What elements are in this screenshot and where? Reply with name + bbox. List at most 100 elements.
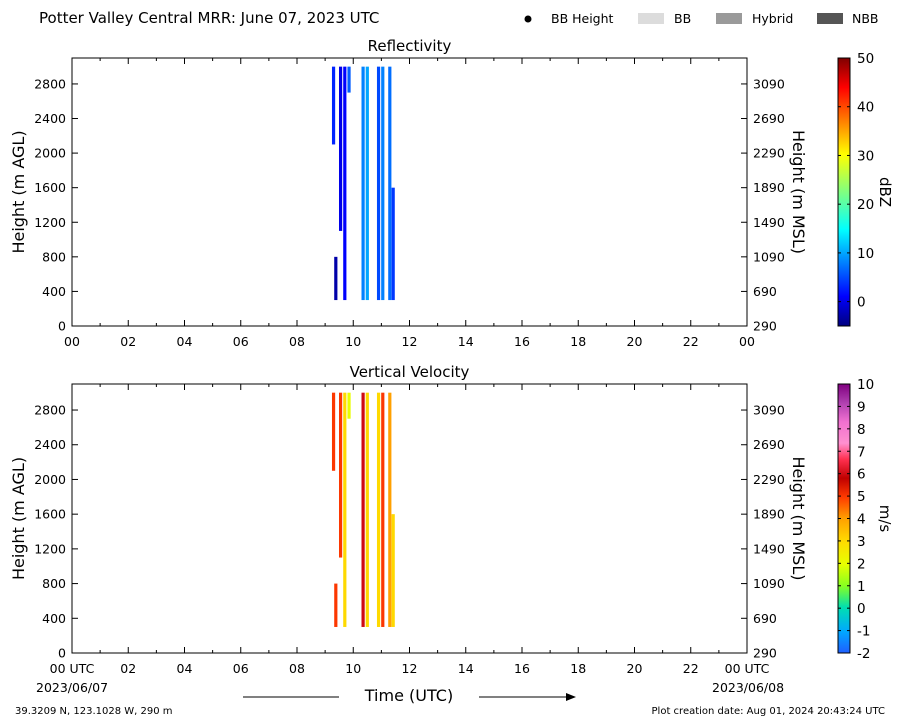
- x-axis-title: Time (UTC): [364, 686, 453, 705]
- x-tick-label: 20: [627, 334, 643, 349]
- x-tick-label: 06: [233, 661, 249, 676]
- y-tick-right-label: 1890: [753, 180, 785, 195]
- panel-title: Vertical Velocity: [350, 363, 470, 381]
- colorbar-tick-label: 9: [857, 399, 866, 415]
- colorbar-tick-label: -1: [857, 624, 870, 640]
- legend-bb-swatch: [638, 13, 664, 24]
- x-tick-label: 00 UTC: [50, 661, 95, 676]
- x-tick-label: 18: [570, 661, 586, 676]
- colorbar-tick-label: 2: [857, 556, 866, 572]
- y-tick-right-label: 2290: [753, 146, 785, 161]
- x-tick-label: 02: [120, 661, 136, 676]
- data-streak: [347, 392, 351, 419]
- location-label: 39.3209 N, 123.1028 W, 290 m: [15, 706, 173, 717]
- y-tick-right-label: 290: [753, 646, 777, 661]
- end-date-label: 2023/06/08: [712, 680, 784, 695]
- y-tick-right-label: 1090: [753, 576, 785, 591]
- x-tick-label: 00: [739, 334, 755, 349]
- x-tick-label: 14: [458, 661, 474, 676]
- data-streak: [365, 66, 369, 301]
- x-tick-label: 16: [514, 661, 530, 676]
- data-streak: [376, 66, 381, 301]
- data-streak: [391, 514, 395, 627]
- y-tick-right-label: 290: [753, 319, 777, 334]
- colorbar: [837, 57, 851, 327]
- colorbar-tick-label: 8: [857, 422, 866, 438]
- colorbar-tick-label: 30: [857, 148, 874, 164]
- y-tick-right-label: 690: [753, 284, 777, 299]
- y-axis-title: Height (m AGL): [9, 130, 28, 253]
- colorbar-tick-label: 10: [857, 377, 874, 393]
- x-tick-label: 16: [514, 334, 530, 349]
- legend-hybrid-label: Hybrid: [752, 11, 793, 26]
- colorbar-label: dBZ: [876, 177, 894, 207]
- panel-title: Reflectivity: [368, 37, 452, 55]
- y-tick-label: 2000: [34, 472, 66, 487]
- x-tick-label: 22: [683, 334, 699, 349]
- y-tick-label: 2800: [34, 76, 66, 91]
- y-tick-right-label: 2290: [753, 472, 785, 487]
- y-tick-label: 0: [58, 646, 66, 661]
- colorbar-tick-label: 4: [857, 512, 866, 528]
- legend: BB Height BB Hybrid NBB: [524, 11, 879, 26]
- y-tick-right-label: 3090: [753, 403, 785, 418]
- y-tick-label: 2400: [34, 111, 66, 126]
- x-tick-label: 04: [177, 661, 193, 676]
- colorbar-tick-label: 7: [857, 444, 866, 460]
- x-tick-label: 00: [64, 334, 80, 349]
- y-tick-right-label: 3090: [753, 76, 785, 91]
- y-tick-right-label: 2690: [753, 437, 785, 452]
- colorbar-tick-label: 10: [857, 246, 874, 262]
- data-streak: [381, 392, 385, 627]
- x-tick-label: 20: [627, 661, 643, 676]
- data-streak: [361, 392, 365, 627]
- data-streak: [376, 392, 381, 627]
- data-streak: [334, 256, 338, 301]
- colorbar-tick-label: -2: [857, 646, 870, 662]
- x-tick-label: 08: [289, 661, 305, 676]
- legend-bb-label: BB: [674, 11, 691, 26]
- data-streak: [338, 392, 343, 558]
- colorbar-tick-label: 5: [857, 489, 866, 505]
- y-tick-label: 2800: [34, 403, 66, 418]
- plot-frame: [71, 383, 748, 654]
- x-tick-label: 08: [289, 334, 305, 349]
- y-tick-label: 2000: [34, 146, 66, 161]
- y-tick-label: 1600: [34, 180, 66, 195]
- colorbar-tick-label: 40: [857, 100, 874, 116]
- data-streak: [347, 66, 351, 93]
- y-tick-label: 2400: [34, 437, 66, 452]
- y-tick-label: 1600: [34, 507, 66, 522]
- data-streak: [334, 583, 338, 627]
- legend-nbb-label: NBB: [852, 11, 879, 26]
- x-tick-label: 12: [402, 661, 418, 676]
- y-tick-right-label: 1090: [753, 249, 785, 264]
- y-tick-right-label: 1890: [753, 507, 785, 522]
- data-streak: [388, 66, 392, 301]
- colorbar-tick-label: 50: [857, 51, 874, 67]
- data-streak: [361, 66, 365, 301]
- y-axis-right-title: Height (m MSL): [789, 130, 808, 254]
- x-tick-label: 06: [233, 334, 249, 349]
- x-tick-label: 10: [345, 661, 361, 676]
- y-tick-label: 800: [42, 576, 66, 591]
- x-tick-label: 18: [570, 334, 586, 349]
- x-tick-label: 04: [177, 334, 193, 349]
- creation-date-label: Plot creation date: Aug 01, 2024 20:43:2…: [652, 706, 885, 717]
- x-tick-label: 22: [683, 661, 699, 676]
- y-tick-label: 1200: [34, 215, 66, 230]
- colorbar-tick-label: 0: [857, 601, 866, 617]
- figure-title: Potter Valley Central MRR: June 07, 2023…: [39, 9, 379, 27]
- x-tick-label: 02: [120, 334, 136, 349]
- y-tick-right-label: 2690: [753, 111, 785, 126]
- y-tick-label: 800: [42, 249, 66, 264]
- data-streak: [343, 392, 347, 627]
- data-streak: [331, 66, 336, 145]
- plot-frame: [71, 57, 748, 327]
- legend-bb-height-label: BB Height: [551, 11, 614, 26]
- colorbar-tick-label: 0: [857, 295, 866, 311]
- y-tick-label: 1200: [34, 541, 66, 556]
